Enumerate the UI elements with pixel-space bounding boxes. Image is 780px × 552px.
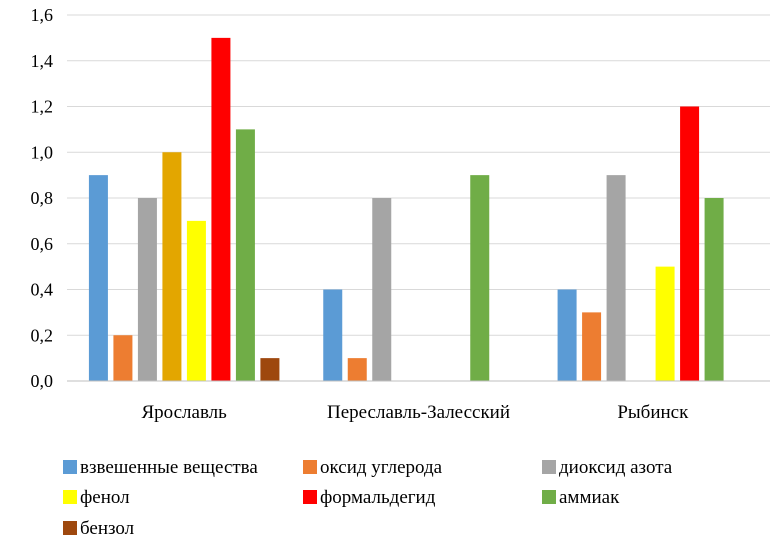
legend-swatch xyxy=(63,460,77,474)
bar xyxy=(704,198,724,381)
gridlines xyxy=(67,14,770,336)
legend-label: диоксид азота xyxy=(559,457,673,478)
y-tick-label: 0,2 xyxy=(31,325,54,345)
y-tick-label: 0,8 xyxy=(31,188,54,208)
bar xyxy=(323,289,343,381)
bar xyxy=(680,106,700,381)
legend-label: взвешенные вещества xyxy=(80,457,258,478)
x-category-label: Переславль-Залесский xyxy=(327,402,510,423)
x-category-labels: Ярославль Переславль-Залесский Рыбинск xyxy=(141,402,689,423)
legend-swatch xyxy=(303,490,317,504)
y-tick-label: 1,6 xyxy=(31,5,54,25)
y-tick-label: 1,2 xyxy=(31,97,54,117)
x-category-label: Рыбинск xyxy=(617,402,689,423)
legend-label: бензол xyxy=(80,518,135,539)
legend: взвешенные вещества оксид углерода диоксид… xyxy=(63,457,673,539)
legend-label: фенол xyxy=(80,487,130,508)
bar xyxy=(470,175,490,381)
bars xyxy=(88,37,724,381)
bar xyxy=(162,152,182,381)
legend-swatch xyxy=(303,460,317,474)
bar xyxy=(606,175,626,381)
bar xyxy=(557,289,577,381)
bar xyxy=(347,358,367,381)
bar xyxy=(137,198,157,381)
bar xyxy=(186,220,206,381)
bar xyxy=(211,37,231,381)
y-tick-label: 0,6 xyxy=(31,234,54,254)
bar xyxy=(88,175,108,381)
legend-swatch xyxy=(63,521,77,535)
bar xyxy=(260,358,280,381)
y-tick-label: 0,0 xyxy=(31,371,54,391)
bar xyxy=(372,198,392,381)
legend-label: формальдегид xyxy=(320,487,436,508)
bar xyxy=(235,129,255,381)
bar xyxy=(582,312,602,381)
legend-swatch xyxy=(542,490,556,504)
y-tick-label: 0,4 xyxy=(31,280,54,300)
y-tick-label: 1,0 xyxy=(31,142,54,162)
legend-label: оксид углерода xyxy=(320,457,443,478)
legend-swatch xyxy=(63,490,77,504)
legend-label: аммиак xyxy=(559,487,620,508)
x-category-label: Ярославль xyxy=(141,402,227,423)
y-tick-label: 1,4 xyxy=(31,51,54,71)
bar xyxy=(113,335,133,381)
legend-swatch xyxy=(542,460,556,474)
bar xyxy=(655,266,675,381)
y-tick-labels: 0,0 0,2 0,4 0,6 0,8 1,0 1,2 1,4 1,6 xyxy=(31,5,54,391)
